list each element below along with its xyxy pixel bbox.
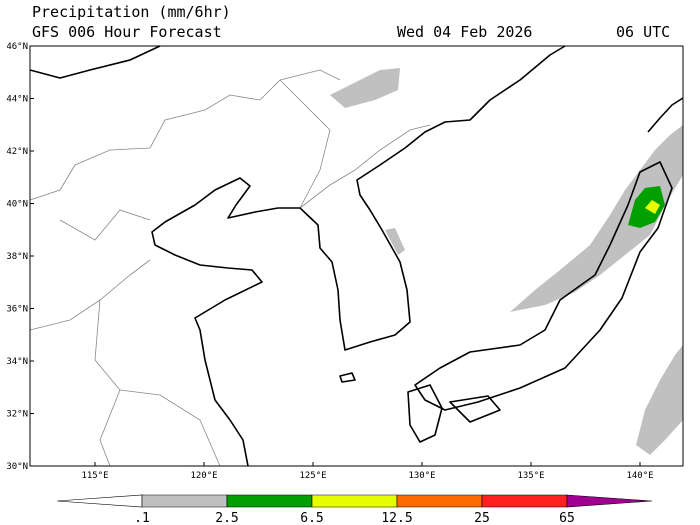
lon-label: 140°E [626,471,653,481]
colorbar-swatch [481,494,568,508]
subtitle: GFS 006 Hour Forecast [32,23,222,41]
map-background [30,46,683,466]
country-border [299,124,431,209]
precip-area [645,200,660,214]
country-border [29,45,161,79]
colorbar-swatch [226,494,313,508]
lat-label: 44°N [6,95,28,105]
lat-label: 40°N [6,200,28,210]
coastline [647,97,684,133]
lon-label: 115°E [81,471,108,481]
precip-area [330,68,400,108]
colorbar-swatch [566,494,653,508]
colorbar-swatch [396,494,483,508]
lon-label: 130°E [408,471,435,481]
lon-label: 125°E [299,471,326,481]
coastline [414,161,673,411]
lon-label: 120°E [190,471,217,481]
lon-label: 135°E [517,471,544,481]
precip-area [385,228,405,255]
lat-label: 42°N [6,147,28,157]
colorbar-label: .1 [134,511,150,525]
lat-label: 30°N [6,462,28,472]
colorbar-swatch [311,494,398,508]
coastline [407,384,443,443]
forecast-date: Wed 04 Feb 2026 [397,23,532,41]
lat-label: 38°N [6,252,28,262]
forecast-time: 06 UTC [616,23,670,41]
colorbar-swatch [141,494,228,508]
colorbar-label: 25 [474,511,490,525]
province-border [29,79,331,467]
coastline [151,45,566,467]
lat-label: 46°N [6,42,28,52]
colorbar: .1 2.5 6.5 12.5 25 65 [56,494,653,525]
lat-label: 32°N [6,410,28,420]
colorbar-label: 2.5 [215,511,238,525]
colorbar-label: 6.5 [300,511,323,525]
colorbar-label: 65 [559,511,575,525]
lat-label: 36°N [6,305,28,315]
map: 30°N 32°N 34°N 36°N 38°N 40°N 42°N 44°N 46°N 115°… [6,42,684,481]
colorbar-swatch [56,494,143,508]
coastline [339,372,356,383]
title: Precipitation (mm/6hr) [32,3,231,21]
colorbar-label: 12.5 [381,511,412,525]
precip-area [636,345,683,455]
coastline [449,395,501,423]
province-border [29,69,341,201]
lat-label: 34°N [6,357,28,367]
